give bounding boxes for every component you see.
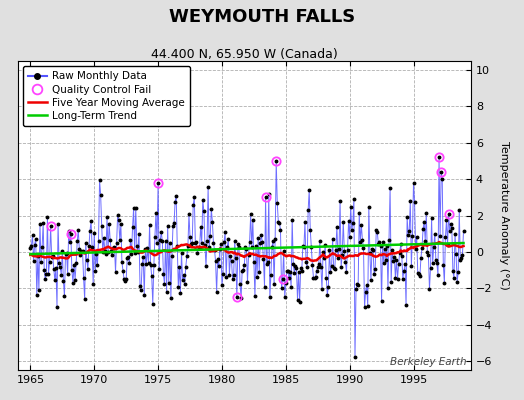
Text: WEYMOUTH FALLS: WEYMOUTH FALLS (169, 8, 355, 26)
Y-axis label: Temperature Anomaly (°C): Temperature Anomaly (°C) (499, 141, 509, 290)
Text: Berkeley Earth: Berkeley Earth (390, 357, 466, 367)
Title: 44.400 N, 65.950 W (Canada): 44.400 N, 65.950 W (Canada) (151, 48, 337, 61)
Legend: Raw Monthly Data, Quality Control Fail, Five Year Moving Average, Long-Term Tren: Raw Monthly Data, Quality Control Fail, … (23, 66, 190, 126)
